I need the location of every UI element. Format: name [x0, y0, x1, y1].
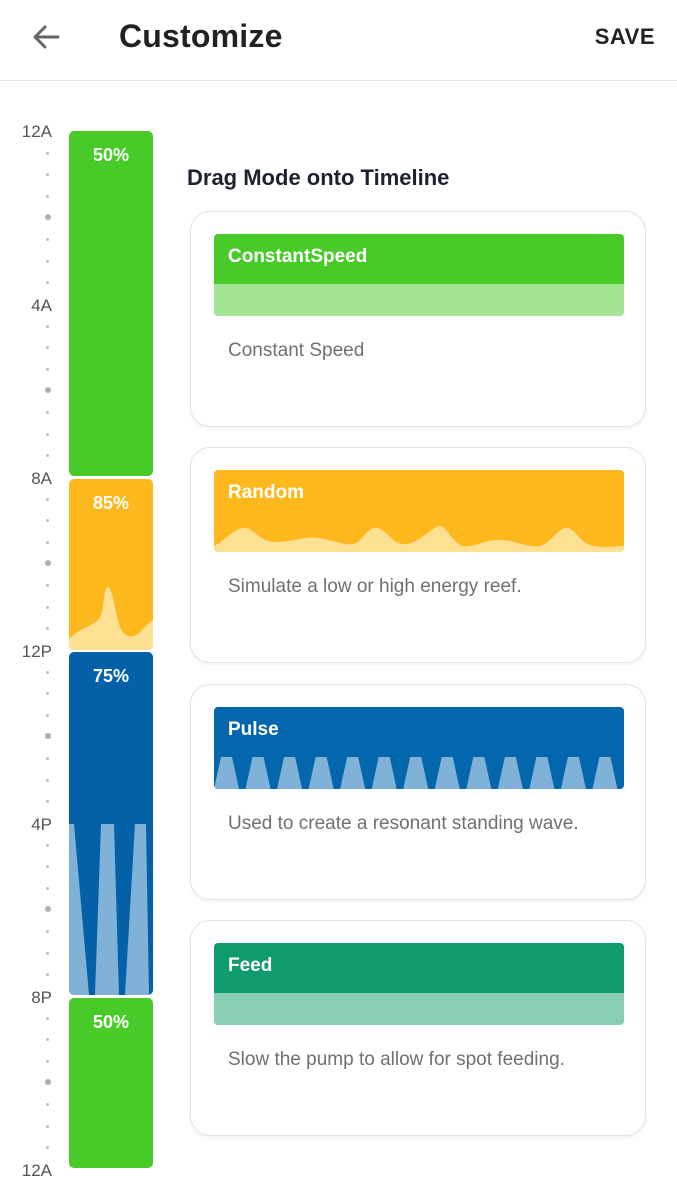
timeline-tick: [46, 259, 49, 263]
pulse-wave-graphic: [69, 824, 149, 995]
mode-description: Slow the pump to allow for spot feeding.: [228, 1049, 565, 1070]
timeline-tick: [45, 733, 51, 740]
timeline-tick: [46, 692, 49, 696]
timeline-tick: [46, 627, 49, 631]
timeline-tick: [46, 930, 49, 933]
timeline-tick: [46, 584, 49, 587]
timeline-tick: [46, 713, 49, 717]
timeline-tick: [46, 1059, 49, 1063]
timeline-tick: [46, 778, 49, 782]
timeline-label: 4A: [31, 296, 52, 315]
timeline-tick: [46, 454, 49, 458]
timeline-tick: [46, 1103, 49, 1106]
timeline-tick: [46, 324, 49, 328]
mode-card-pulse[interactable]: Pulse Used to create a resonant standing…: [190, 684, 646, 900]
mode-description: Simulate a low or high energy reef.: [228, 576, 522, 597]
timeline-tick: [46, 411, 49, 414]
arrow-left-icon: [33, 25, 60, 49]
timeline-tick: [46, 194, 49, 198]
timeline-tick: [46, 800, 49, 804]
timeline-tick: [46, 1038, 49, 1042]
timeline-tick: [46, 973, 49, 977]
app-header: Customize SAVE: [0, 0, 677, 81]
mode-banner: ConstantSpeed: [214, 234, 624, 316]
timeline-tick: [46, 843, 49, 847]
timeline-tick: [46, 757, 49, 760]
timeline-tick: [46, 173, 49, 177]
timeline-tick: [46, 367, 49, 371]
random-wave-graphic: [214, 525, 624, 552]
mode-name: Random: [228, 482, 304, 503]
timeline-tick: [46, 497, 49, 501]
mode-banner: Pulse: [214, 707, 624, 789]
random-wave-graphic: [69, 587, 153, 650]
timeline-tick: [46, 238, 49, 241]
timeline-tick: [46, 670, 49, 674]
block-percent: 50%: [92, 1012, 130, 1032]
mode-description: Constant Speed: [228, 340, 365, 361]
mode-banner: Feed: [214, 943, 624, 1025]
mode-name: ConstantSpeed: [228, 246, 368, 267]
timeline-block-random[interactable]: 85%: [69, 479, 153, 650]
timeline-tick: [46, 865, 49, 869]
mode-card-constantspeed[interactable]: ConstantSpeed Constant Speed: [190, 211, 646, 427]
timeline-tick: [46, 346, 49, 350]
mode-name: Pulse: [228, 719, 279, 740]
timeline-tick: [46, 519, 49, 523]
timeline-block-constantspeed[interactable]: 50%: [69, 998, 153, 1168]
timeline-tick: [46, 1016, 49, 1020]
timeline-tick: [46, 151, 49, 155]
timeline-label: 12P: [21, 642, 52, 661]
timeline-tick: [46, 1146, 49, 1150]
timeline-label: 12A: [21, 1161, 52, 1180]
mode-description: Used to create a resonant standing wave.: [228, 813, 579, 834]
timeline-tick: [46, 605, 49, 609]
timeline-tick: [46, 281, 49, 285]
timeline-label: 8P: [31, 988, 52, 1007]
section-title: Drag Mode onto Timeline: [187, 165, 450, 190]
timeline-tick: [45, 1079, 51, 1086]
timeline-tick: [45, 214, 51, 221]
timeline-label: 4P: [31, 815, 52, 834]
timeline-tick: [46, 951, 49, 955]
timeline-tick: [46, 432, 49, 436]
timeline-tick: [46, 886, 49, 890]
timeline-label: 12A: [21, 122, 52, 141]
timeline-tick: [46, 1124, 49, 1128]
back-button[interactable]: [26, 18, 70, 58]
mode-name: Feed: [228, 955, 273, 976]
timeline-block-constantspeed[interactable]: 50%: [69, 131, 153, 476]
timeline-tick: [45, 560, 51, 567]
block-percent: 85%: [92, 493, 130, 513]
timeline-block-pulse[interactable]: 75%: [69, 652, 153, 995]
save-button[interactable]: SAVE: [594, 24, 655, 49]
mode-card-feed[interactable]: Feed Slow the pump to allow for spot fee…: [190, 920, 646, 1136]
timeline-tick: [45, 906, 51, 913]
timeline-tick: [45, 387, 51, 394]
pulse-wave-graphic: [214, 757, 618, 789]
timeline-tick: [46, 540, 49, 544]
page-title: Customize: [119, 18, 283, 54]
mode-banner: Random: [214, 470, 624, 552]
block-percent: 50%: [92, 145, 130, 165]
block-percent: 75%: [92, 666, 130, 686]
mode-card-random[interactable]: Random Simulate a low or high energy ree…: [190, 447, 646, 663]
timeline-label: 8A: [31, 469, 52, 488]
